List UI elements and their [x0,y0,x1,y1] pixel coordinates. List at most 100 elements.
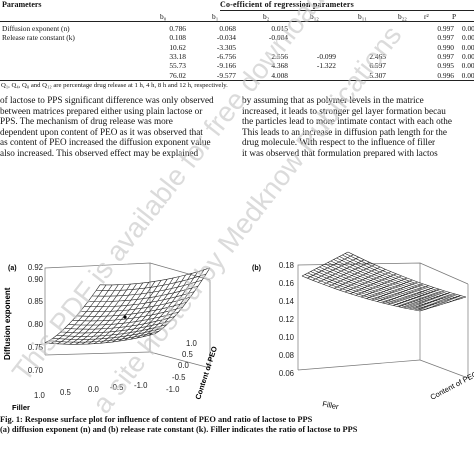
mesh-surface-b [301,251,467,312]
text-line: This leads to an increase in diffusion p… [242,126,447,137]
surface-plot-b: (b) 0.18 0.16 0.14 0.12 0.10 0.08 0.06 F… [252,251,474,411]
col-header: b₀ [160,12,167,21]
mesh-line [44,284,101,344]
table-cell: 0.997 [437,33,454,43]
z-tick: 0.75 [28,343,44,352]
mesh-line [319,266,438,307]
col-header: b₁₂ [310,12,319,21]
table-cell: 0.015 [271,24,288,33]
z-tick: 0.14 [279,297,295,306]
col-header: P [452,12,457,21]
table-cell: 0.0004 [461,42,474,52]
header-rule [220,10,474,11]
table-bottom-rule [0,80,474,81]
z-tick: 0.06 [279,369,294,378]
header-rule-bottom [0,21,474,22]
z-tick: 0.70 [28,366,44,375]
table-cell: -3.305 [216,42,236,52]
table-cell: 0.990 [437,42,454,52]
table-cell: -6.756 [216,51,236,61]
x-tick: 1.0 [34,391,46,400]
x-tick: -1.0 [134,381,148,390]
table-cell: 76.02 [169,70,186,80]
table-cell: -0.034 [216,33,236,43]
text-line: increased, it leads to stronger gel laye… [242,105,446,116]
table-cell: 4.368 [271,61,288,71]
mesh-line [316,268,435,307]
table-cell: 0.0011 [461,33,474,43]
text-line: of lactose to PPS significant difference… [0,95,214,105]
table-header-parameters: Parameters [2,0,42,9]
table-cell: 0.786 [169,24,186,33]
z-tick: 0.80 [28,320,44,329]
table-cell: -1.322 [316,61,336,71]
table-cell: 2.556 [271,51,288,61]
z-tick: 0.10 [279,333,295,342]
y-axis-label-a: Content of PEO [193,345,219,401]
surface-plot-a: (a) 0.92 0.90 0.85 0.80 0.75 0.70 1.0 0.… [3,262,219,412]
col-header: b₂₂ [398,12,407,21]
table-cell: 10.62 [169,42,186,52]
mesh-line [64,316,175,330]
mesh-line [339,256,458,300]
data-point-a [123,315,127,319]
row-label: Release rate constant (k) [2,33,75,43]
table-cell: 2.465 [369,51,386,61]
z-axis-label-a: Diffusion exponent [3,287,12,360]
table-cell: 5.307 [369,70,386,80]
mesh-line [154,267,211,335]
text-line: between matrices prepared either using p… [0,105,203,116]
regression-table: Parameters Co-efficient of regression pa… [0,0,474,93]
table-header-coefficients: Co-efficient of regression parameters [220,0,354,9]
mesh-line [96,273,207,291]
y-tick: 0.5 [182,350,194,359]
y-tick: -1.0 [166,385,180,394]
text-line: also increased. This observed effect may… [0,147,199,158]
col-header: b₂ [263,12,270,21]
x-tick: -0.5 [110,383,124,392]
table-cell: 0.0023 [461,70,474,80]
table-cell: 0.996 [437,70,454,80]
z-tick: 0.85 [28,297,44,306]
table-cell: 0.0025 [461,61,474,71]
mesh-line [44,333,156,345]
mesh-line [342,254,461,300]
table-cell: 33.18 [169,51,186,61]
mesh-line [313,269,432,308]
text-line: drug molecule. With respect to the influ… [242,137,436,148]
col-header: r² [424,12,429,21]
text-line: as content of PEO increased the diffusio… [0,137,211,148]
table-cell: -9.166 [216,61,236,71]
text-line: by assuming that as polymer levels in th… [242,95,424,105]
mesh-line [76,302,187,317]
x-tick: 0.5 [60,388,72,397]
text-line: PPS. The mechanism of drug release was m… [0,116,173,127]
figure-panel-b: (b) 0.18 0.16 0.14 0.12 0.10 0.08 0.06 F… [240,251,474,412]
text-line: it was observed that formulation prepare… [242,147,438,158]
mesh-line [92,279,203,297]
y-tick: 0.0 [178,361,190,370]
mesh-line [57,284,113,345]
caption-line-1: Fig. 1: Response surface plot for influe… [0,415,313,424]
x-tick: 0.0 [88,385,100,394]
mesh-line [344,253,464,299]
plot-box-a [44,262,211,369]
mesh-line [336,257,455,301]
y-axis-label-b: Content of PEO [429,369,474,402]
table-cell: -0.099 [316,51,336,61]
figure-caption: Fig. 1: Response surface plot for influe… [0,415,357,434]
mesh-line [304,274,423,311]
mesh-line [88,285,199,302]
mesh-line [99,267,211,286]
mesh-line [333,259,452,302]
table-cell: 0.108 [169,33,186,43]
y-tick: -0.5 [172,373,186,382]
mesh-surface-a [44,267,211,345]
table-cell: 6.597 [369,61,386,71]
z-tick: 0.12 [279,315,294,324]
x-axis-label-b: Filler [322,399,340,411]
row-label: Diffusion exponent (n) [2,24,70,33]
text-line: the particles lead to more intimate cont… [242,116,452,127]
table-cell: 55.73 [169,61,186,71]
mesh-line [84,291,195,307]
